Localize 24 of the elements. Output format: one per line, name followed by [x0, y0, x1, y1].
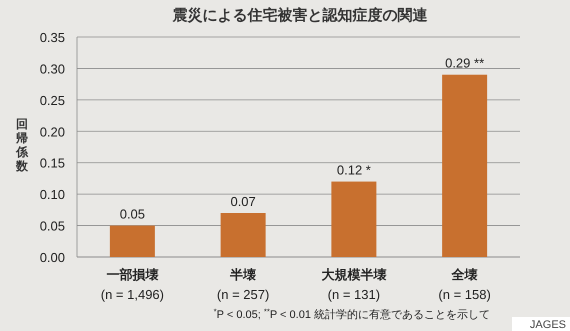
y-tick-label: 0.15: [40, 156, 65, 171]
bar: [442, 74, 488, 257]
y-axis-title: 回帰係数: [15, 117, 29, 173]
text: JAGES: [530, 319, 566, 331]
y-tick-label: 0.25: [40, 92, 65, 108]
y-tick-label: 0.10: [40, 187, 65, 202]
y-tick-label: 0.00: [40, 250, 65, 265]
data-label: 0.05: [120, 206, 146, 222]
x-tick-label: 大規模半壊 (n = 131): [321, 267, 386, 302]
y-tick-label: 0.20: [40, 124, 65, 140]
bar: [331, 182, 376, 257]
data-label: 0.12 *: [336, 162, 371, 178]
x-tick-label: 半壊 (n = 257): [216, 267, 270, 302]
x-tick-label: 全壊 (n = 158): [438, 267, 491, 302]
y-tick-label: 0.05: [40, 218, 65, 234]
text: $^{*}$P < 0.05; $^{**}$P < 0.01 統計学的に有意であることを示して: [214, 306, 490, 321]
y-tick-label: 0.30: [40, 61, 65, 76]
bar: [110, 226, 155, 257]
x-tick-label: 一部損壊 (n = 1,496): [100, 267, 164, 302]
data-label: 0.07: [230, 194, 256, 209]
y-tick-label: 0.35: [40, 30, 65, 45]
data-label: 0.29 **: [445, 56, 484, 71]
bar: [220, 213, 266, 257]
chart-title: 震災による住宅被害と認知症度の関連: [172, 6, 428, 24]
